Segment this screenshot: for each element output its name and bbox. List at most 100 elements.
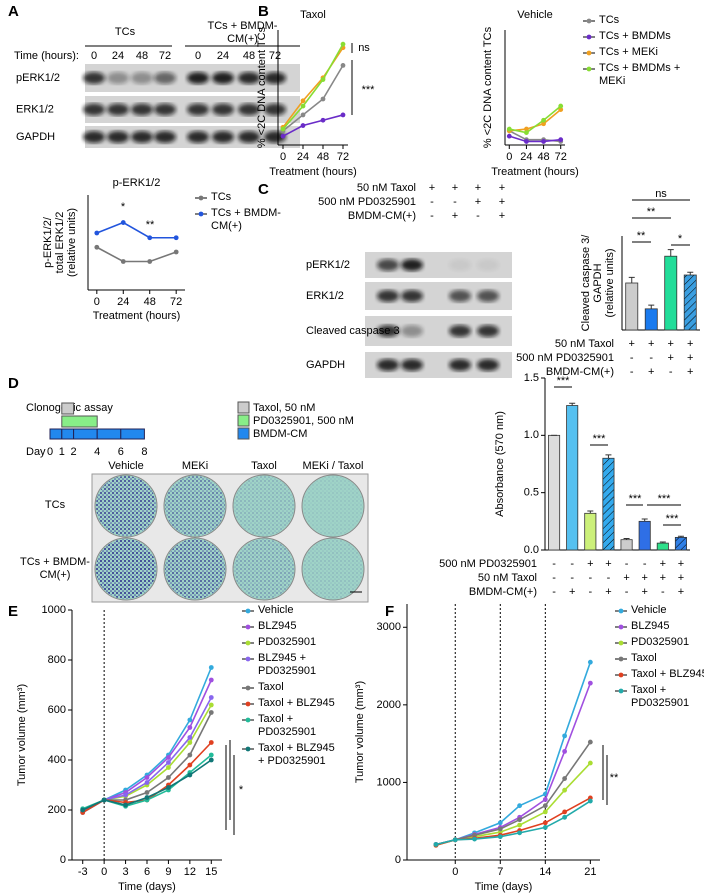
legend-marker <box>245 746 251 752</box>
blot-band <box>477 259 499 271</box>
bar <box>674 536 687 551</box>
row-label: TCs <box>45 499 65 511</box>
legend-label: PD0325901 <box>258 636 316 648</box>
data-point <box>320 117 326 123</box>
y-axis-title: % <2C DNA content TCs <box>256 26 268 148</box>
plate-colonies <box>303 539 363 599</box>
condition-mark: - <box>607 572 611 584</box>
series-line <box>435 682 592 846</box>
blot-band <box>449 290 471 302</box>
legend-marker <box>198 211 204 217</box>
condition-mark: + <box>499 182 505 194</box>
condition-mark: + <box>648 338 654 350</box>
legend-label: Vehicle <box>258 604 293 616</box>
data-point <box>94 230 100 236</box>
data-point <box>320 77 326 82</box>
x-tick-label: 21 <box>584 866 596 878</box>
data-point <box>587 760 593 766</box>
y-tick-label: 0.5 <box>524 487 539 499</box>
legend-label: Taxol + PD0325901 <box>258 713 317 738</box>
legend-label: BLZ945 <box>258 620 297 632</box>
data-point <box>558 107 564 113</box>
condition-label: 500 nM PD0325901 <box>318 196 416 208</box>
chart-title: Taxol <box>300 9 326 21</box>
blot-band <box>131 72 153 84</box>
x-tick-label: 72 <box>555 151 567 163</box>
column-label: MEKi <box>182 460 208 472</box>
data-point <box>187 762 193 768</box>
condition-mark: + <box>660 558 666 570</box>
legend-label: BLZ945 + PD0325901 <box>258 652 316 677</box>
x-tick-label: 48 <box>144 296 156 308</box>
data-point <box>187 735 193 740</box>
data-point <box>208 695 214 700</box>
row-label: TCs + BMDM-CM(+) <box>20 556 90 581</box>
blot-band <box>107 131 129 143</box>
blot-band <box>154 131 176 143</box>
legend-marker <box>618 656 624 662</box>
error-bar <box>667 249 674 257</box>
legend-label: BMDM-CM <box>253 428 307 440</box>
series-line <box>282 43 344 130</box>
condition-mark: + <box>605 586 611 598</box>
series-line <box>282 64 344 132</box>
data-point <box>562 787 568 793</box>
data-point <box>497 826 503 832</box>
data-point <box>208 665 214 670</box>
condition-mark: + <box>452 210 458 222</box>
data-point <box>542 820 548 826</box>
condition-mark: + <box>569 586 575 598</box>
time-value: 0 <box>91 50 97 62</box>
time-value: 24 <box>217 50 229 62</box>
data-point <box>300 103 306 109</box>
x-tick-label: 12 <box>184 866 196 878</box>
panel-label: F <box>385 603 394 620</box>
legend-swatch <box>237 401 250 414</box>
condition-mark: + <box>678 572 684 584</box>
condition-mark: + <box>687 366 693 378</box>
y-axis-title: Tumor volume (mm³) <box>354 681 366 783</box>
error-bar <box>687 271 694 276</box>
data-point <box>208 757 214 763</box>
condition-mark: - <box>476 210 480 222</box>
blot-band <box>187 72 209 84</box>
data-point <box>587 680 593 686</box>
data-point <box>173 235 179 241</box>
data-point <box>123 802 128 808</box>
data-point <box>542 797 548 802</box>
data-point <box>166 755 171 760</box>
chart-title: p-ERK1/2 <box>113 177 161 189</box>
panel-label: A <box>8 3 19 20</box>
data-point <box>524 126 529 132</box>
bar <box>602 457 615 551</box>
blot-band <box>212 72 234 84</box>
blot-row-label: Cleaved caspase 3 <box>306 325 400 337</box>
group-label: TCs <box>115 26 136 38</box>
data-point <box>173 249 179 255</box>
blot-band <box>212 103 234 116</box>
y-axis-title: p-ERK1/2/ <box>42 216 54 268</box>
time-label: Time (hours): <box>14 50 79 62</box>
data-point <box>562 748 568 754</box>
legend-label: Taxol + BLZ945 <box>631 668 704 680</box>
condition-mark: - <box>625 558 629 570</box>
condition-mark: - <box>588 572 592 584</box>
timeline-bmdm <box>73 428 98 440</box>
plate-colonies <box>303 476 363 536</box>
group-label: TCs + BMDM-CM(+) <box>207 20 278 45</box>
data-point <box>300 112 306 118</box>
timeline-taxol <box>61 402 75 415</box>
data-point <box>144 775 150 780</box>
time-value: 72 <box>159 50 171 62</box>
legend-label: Taxol <box>258 681 284 693</box>
day-label: 8 <box>141 446 147 458</box>
data-point <box>147 259 153 264</box>
blot-band <box>154 103 176 116</box>
significance-label: * <box>239 784 244 796</box>
blot-row-label: ERK1/2 <box>16 103 54 115</box>
data-point <box>497 834 503 840</box>
bar <box>584 512 597 551</box>
condition-label: 50 nM Taxol <box>357 182 416 194</box>
time-value: 48 <box>136 50 148 62</box>
condition-mark: - <box>649 352 653 364</box>
